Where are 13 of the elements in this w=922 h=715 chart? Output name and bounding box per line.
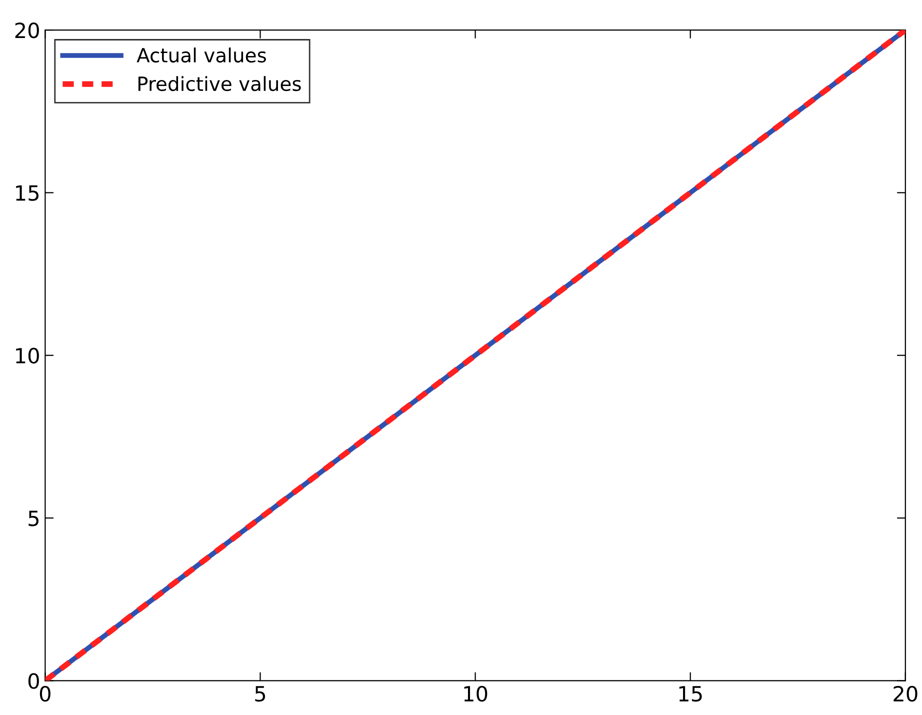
x-tick-label: 5 [255,686,266,702]
x-tick-label: 0 [40,686,50,702]
y-tick-label: 10 [16,348,39,364]
y-tick-label: 0 [28,673,39,689]
line-series [45,30,906,681]
legend-label: Predictive values [138,76,301,92]
legend-label: Actual values [136,48,266,63]
x-tick-label: 10 [464,686,488,702]
y-tick-label: 5 [28,510,38,526]
x-tick-label: 15 [679,686,702,702]
x-tick-label: 20 [894,686,918,702]
y-tick-label: 15 [16,185,38,201]
y-tick-label: 20 [15,22,39,38]
